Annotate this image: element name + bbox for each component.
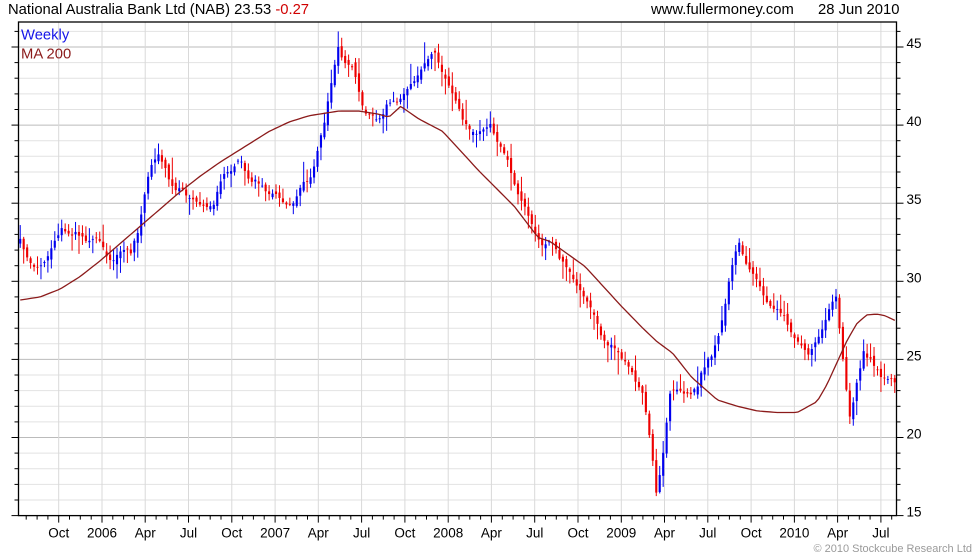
svg-text:2009: 2009 [606,526,636,541]
svg-text:45: 45 [907,36,922,51]
svg-text:2007: 2007 [260,526,290,541]
svg-text:Apr: Apr [654,526,676,541]
svg-text:Jul: Jul [353,526,370,541]
svg-text:2010: 2010 [779,526,809,541]
svg-text:Apr: Apr [135,526,157,541]
svg-text:Jul: Jul [180,526,197,541]
svg-text:Jul: Jul [526,526,543,541]
svg-text:2008: 2008 [433,526,463,541]
svg-text:2006: 2006 [87,526,117,541]
svg-text:Oct: Oct [48,526,69,541]
svg-text:Apr: Apr [308,526,330,541]
svg-text:30: 30 [907,270,922,285]
svg-text:25: 25 [907,348,922,363]
svg-text:Oct: Oct [221,526,242,541]
svg-text:40: 40 [907,114,922,129]
svg-text:Apr: Apr [827,526,849,541]
svg-text:20: 20 [907,427,922,442]
svg-text:Oct: Oct [741,526,762,541]
svg-text:Oct: Oct [394,526,415,541]
svg-text:15: 15 [907,505,922,520]
svg-text:Jul: Jul [872,526,889,541]
svg-text:Apr: Apr [481,526,503,541]
svg-text:Weekly: Weekly [21,28,70,44]
svg-text:Oct: Oct [567,526,588,541]
svg-text:MA 200: MA 200 [21,47,71,63]
svg-text:35: 35 [907,192,922,207]
svg-text:Jul: Jul [699,526,716,541]
